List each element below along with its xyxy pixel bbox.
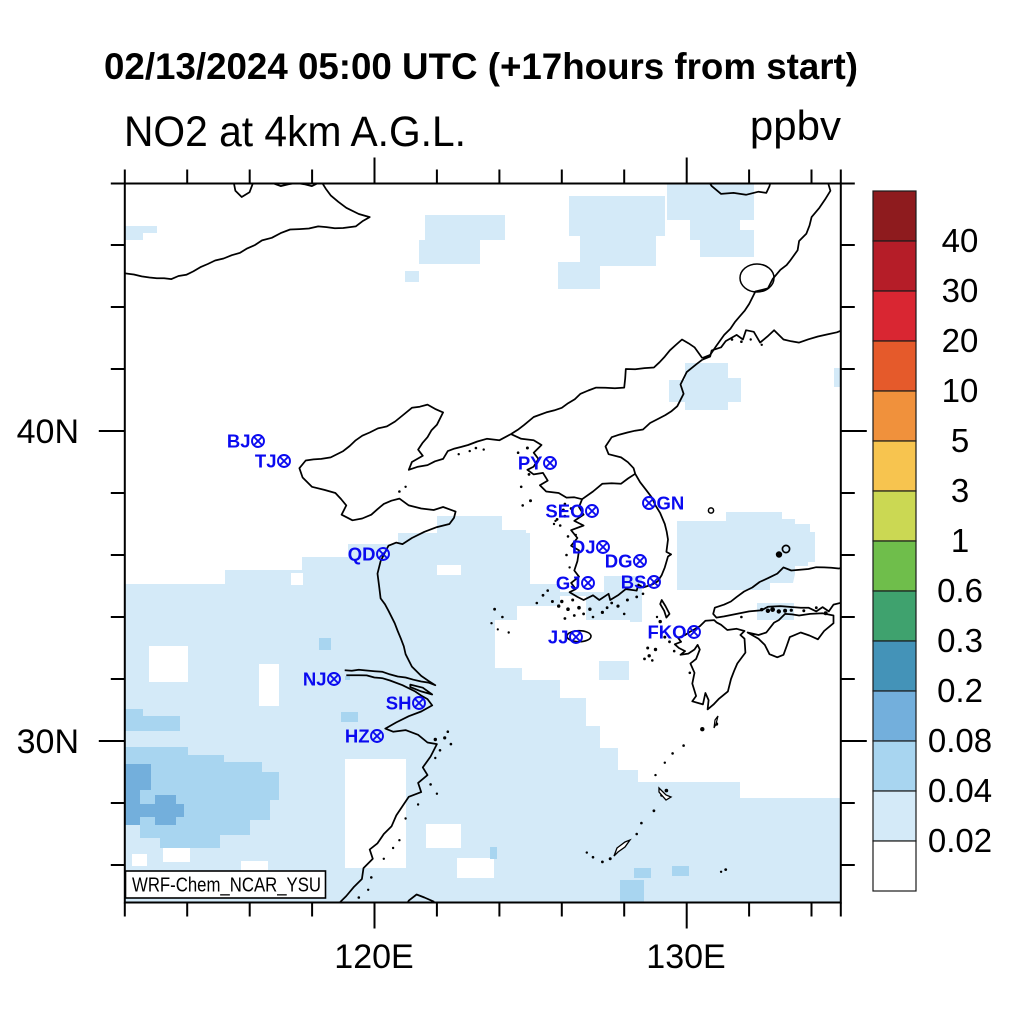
svg-text:40: 40 xyxy=(942,222,979,259)
svg-text:0.04: 0.04 xyxy=(928,772,992,809)
svg-text:3: 3 xyxy=(951,472,969,509)
svg-text:BJ: BJ xyxy=(227,431,251,452)
svg-text:40N: 40N xyxy=(17,413,79,451)
svg-text:DJ: DJ xyxy=(572,537,596,558)
svg-text:0.2: 0.2 xyxy=(937,672,983,709)
svg-text:30: 30 xyxy=(942,272,979,309)
svg-text:ppbv: ppbv xyxy=(750,102,841,149)
svg-text:SEO: SEO xyxy=(545,501,584,522)
svg-text:02/13/2024 05:00 UTC (+17hours: 02/13/2024 05:00 UTC (+17hours from star… xyxy=(104,45,858,87)
svg-text:130E: 130E xyxy=(646,938,725,976)
svg-text:HZ: HZ xyxy=(345,726,370,747)
svg-text:10: 10 xyxy=(942,372,979,409)
svg-text:20: 20 xyxy=(942,322,979,359)
svg-text:GJ: GJ xyxy=(556,573,581,594)
svg-text:NJ: NJ xyxy=(303,669,327,690)
svg-text:QD: QD xyxy=(348,544,376,565)
svg-text:0.02: 0.02 xyxy=(928,822,992,859)
svg-text:0.6: 0.6 xyxy=(937,572,983,609)
svg-text:GN: GN xyxy=(657,493,685,514)
svg-text:DG: DG xyxy=(605,551,633,572)
svg-text:PY: PY xyxy=(518,453,543,474)
svg-text:FKO: FKO xyxy=(647,622,686,643)
svg-text:120E: 120E xyxy=(334,938,413,976)
svg-text:WRF-Chem_NCAR_YSU: WRF-Chem_NCAR_YSU xyxy=(132,874,321,897)
svg-text:SH: SH xyxy=(386,693,412,714)
svg-text:BS: BS xyxy=(621,572,647,593)
svg-text:TJ: TJ xyxy=(255,451,277,472)
svg-text:NO2 at 4km A.G.L.: NO2 at 4km A.G.L. xyxy=(124,108,466,156)
svg-text:0.3: 0.3 xyxy=(937,622,983,659)
svg-text:30N: 30N xyxy=(17,723,79,761)
svg-text:0.08: 0.08 xyxy=(928,722,992,759)
svg-text:JJ: JJ xyxy=(548,627,569,648)
svg-text:5: 5 xyxy=(951,422,969,459)
svg-text:1: 1 xyxy=(951,522,969,559)
